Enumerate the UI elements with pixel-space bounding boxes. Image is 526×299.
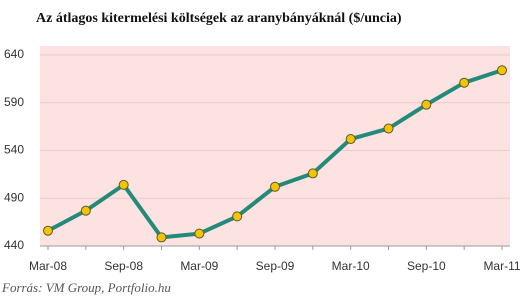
y-tick-label: 540 bbox=[4, 143, 24, 157]
data-point bbox=[156, 232, 167, 243]
source-note: Forrás: VM Group, Portfolio.hu bbox=[1, 280, 171, 295]
x-tick-label: Mar-11 bbox=[483, 259, 520, 273]
data-point bbox=[497, 65, 507, 76]
x-tick-label: Sep-08 bbox=[104, 259, 143, 273]
data-point bbox=[232, 211, 243, 222]
chart-title: Az átlagos kitermelési költségek az aran… bbox=[36, 11, 402, 26]
x-tick-label: Mar-08 bbox=[29, 259, 67, 273]
data-point bbox=[118, 179, 129, 190]
x-tick-label: Mar-09 bbox=[180, 259, 218, 273]
x-tick-label: Mar-10 bbox=[332, 259, 370, 273]
data-point bbox=[270, 181, 280, 192]
data-point bbox=[80, 205, 91, 216]
y-tick-label: 490 bbox=[4, 190, 24, 204]
plot-area bbox=[40, 46, 510, 246]
y-tick-label: 640 bbox=[4, 47, 24, 61]
data-point bbox=[194, 228, 205, 239]
y-tick-label: 590 bbox=[4, 95, 24, 109]
data-point bbox=[383, 123, 394, 134]
data-point bbox=[43, 225, 53, 236]
y-tick-label: 440 bbox=[4, 238, 24, 252]
data-point bbox=[307, 168, 318, 179]
data-point bbox=[421, 99, 432, 110]
x-tick-label: Sep-09 bbox=[256, 259, 295, 273]
data-point bbox=[345, 134, 356, 145]
data-point bbox=[459, 77, 470, 88]
x-tick-label: Sep-10 bbox=[407, 259, 446, 273]
